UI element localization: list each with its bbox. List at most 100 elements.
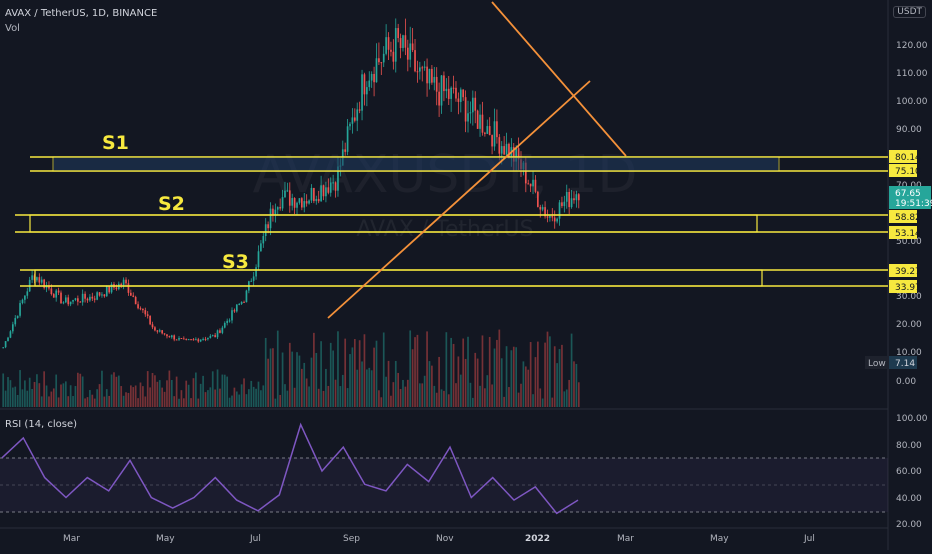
volume-bar (575, 363, 578, 407)
candle-body (491, 135, 493, 147)
candle-body (269, 208, 272, 229)
volume-bar (199, 383, 202, 407)
volume-bar (16, 394, 19, 407)
time-label: Nov (436, 534, 454, 544)
s2-zone-box[interactable] (29, 214, 758, 233)
volume-bar (103, 396, 106, 407)
volume-bar (322, 390, 325, 407)
candle-body (279, 207, 282, 209)
s3-top-price-tag (889, 264, 917, 277)
volume-bar (26, 390, 29, 407)
volume-bar (556, 363, 558, 407)
volume-bar (122, 395, 125, 407)
rsi-indicator-label[interactable]: RSI (14, close) (5, 419, 78, 430)
time-label: Sep (343, 534, 360, 544)
candle-body (96, 292, 98, 300)
volume-bar (565, 389, 568, 407)
volume-bar (353, 339, 356, 407)
volume-bar (508, 387, 510, 407)
volume-bar (245, 394, 248, 407)
candle-body (223, 322, 226, 328)
volume-bar (435, 392, 438, 407)
volume-bar (187, 384, 190, 407)
candle-body (416, 71, 419, 73)
volume-bar (500, 358, 503, 407)
candle-body (60, 292, 62, 304)
descending-trendline[interactable] (491, 1, 627, 157)
s1-bottom-price-tag (889, 164, 917, 177)
volume-bar (356, 369, 359, 407)
volume-bar (185, 380, 188, 407)
candle-body (486, 126, 489, 134)
volume-bar (14, 386, 17, 407)
candle-body (423, 66, 426, 68)
volume-bar (537, 341, 539, 407)
time-label-year: 2022 (525, 534, 550, 544)
volume-bar (279, 394, 282, 407)
volume-indicator-label[interactable]: Vol (5, 23, 20, 34)
volume-bar (382, 332, 385, 407)
candle-body (190, 339, 192, 341)
volume-bar (137, 398, 139, 407)
candle-body (546, 216, 549, 218)
currency-badge[interactable]: USDT (893, 6, 926, 18)
s3-zone-box[interactable] (34, 269, 763, 287)
candle-body (464, 97, 467, 122)
volume-bar (86, 397, 89, 407)
candle-body (368, 80, 371, 88)
candle-body (320, 185, 322, 202)
candle-body (455, 87, 457, 99)
candle-body (168, 336, 171, 338)
volume-bar (498, 329, 501, 407)
candle-body (479, 114, 481, 129)
rsi-tick: 40.00 (896, 494, 922, 504)
candle-body (351, 117, 354, 124)
watermark-sub: AVAX / TetherUS (356, 217, 533, 242)
volume-bar (156, 381, 159, 407)
volume-bar (178, 398, 180, 407)
candle-body (197, 339, 200, 342)
volume-bar (72, 396, 74, 407)
volume-bar (561, 344, 563, 407)
ascending-trendline[interactable] (327, 80, 591, 319)
candle-body (303, 201, 306, 208)
candle-body (72, 299, 74, 302)
volume-bar (96, 389, 98, 407)
volume-bar (457, 356, 460, 407)
volume-bar (515, 347, 518, 407)
volume-bar (21, 389, 24, 407)
volume-bar (512, 346, 515, 407)
volume-bar (549, 336, 551, 407)
candle-body (317, 198, 320, 202)
volume-bar (351, 347, 354, 407)
candle-body (98, 292, 101, 296)
volume-bar (33, 381, 36, 407)
volume-bar (334, 379, 337, 407)
time-label: Jul (803, 534, 815, 544)
volume-bar (163, 391, 166, 407)
volume-bar (416, 334, 419, 407)
volume-bar (105, 389, 108, 407)
candle-body (500, 146, 503, 154)
volume-bar (387, 360, 390, 407)
volume-bar (320, 341, 322, 407)
volume-bar (394, 360, 397, 407)
volume-bar (496, 339, 498, 407)
candle-body (14, 318, 17, 325)
candle-body (296, 202, 298, 208)
symbol-title[interactable]: AVAX / TetherUS, 1D, BINANCE (5, 8, 158, 19)
candle-body (125, 279, 127, 284)
candle-body (474, 97, 477, 111)
volume-bar (120, 386, 123, 407)
volume-bar (366, 369, 368, 407)
candle-body (156, 330, 159, 332)
volume-bar (132, 387, 135, 407)
candle-body (493, 121, 496, 147)
s1-zone-box[interactable] (52, 156, 780, 172)
candle-body (199, 339, 202, 342)
candle-body (505, 143, 508, 155)
volume-bar (202, 375, 204, 407)
candle-body (308, 200, 310, 204)
